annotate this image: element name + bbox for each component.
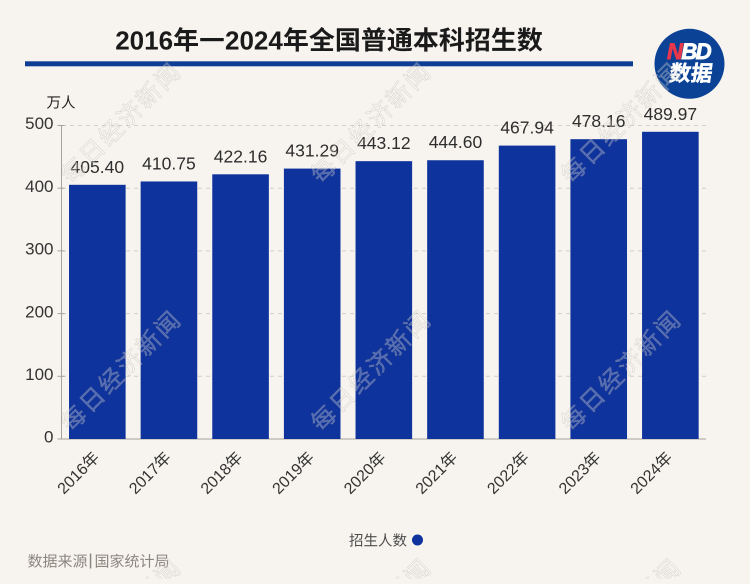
svg-text:0: 0 [44,428,53,447]
svg-text:2024: 2024 [225,25,283,55]
svg-text:410.75: 410.75 [142,153,196,173]
svg-text:100: 100 [25,365,53,384]
svg-text:467.94: 467.94 [500,118,554,138]
svg-text:400: 400 [25,177,53,196]
svg-text:NBD: NBD [667,39,712,64]
svg-text:431.29: 431.29 [285,141,339,161]
svg-text:300: 300 [25,240,53,259]
svg-text:443.12: 443.12 [357,133,411,153]
svg-text:444.60: 444.60 [429,132,483,152]
svg-text:2016: 2016 [115,25,173,55]
svg-text:422.16: 422.16 [214,146,268,166]
svg-text:500: 500 [25,114,53,133]
svg-text:200: 200 [25,302,53,321]
svg-text:489.97: 489.97 [644,104,698,124]
